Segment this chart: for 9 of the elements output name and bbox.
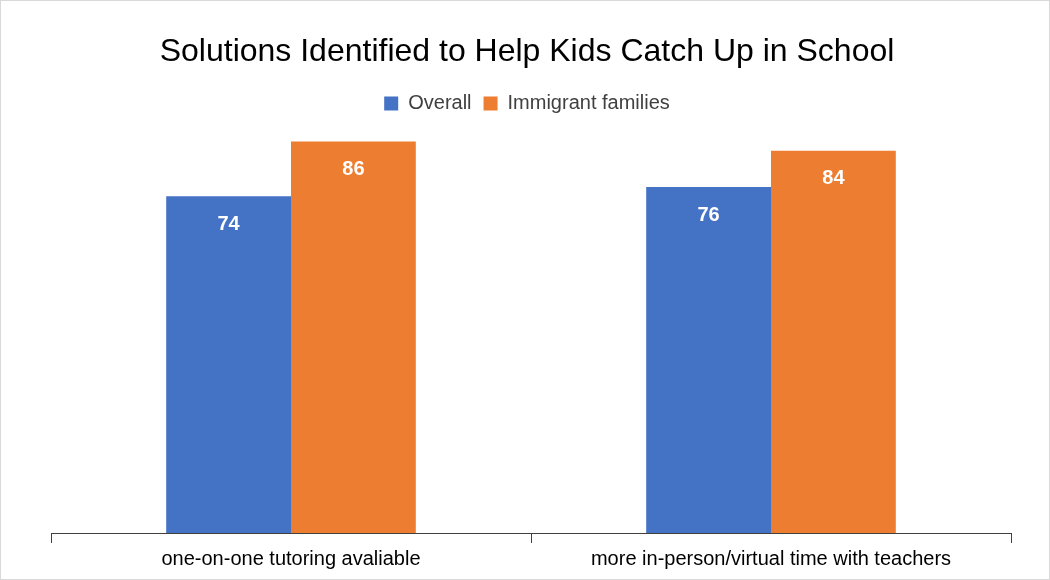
x-tick-label: one-on-one tutoring avaliable (161, 546, 421, 569)
x-tick-label: more in-person/virtual time with teachers (590, 546, 952, 569)
data-label: 86 (342, 157, 365, 180)
legend-label: Immigrant families (507, 90, 670, 113)
chart-title: Solutions Identified to Help Kids Catch Up in School (159, 32, 895, 69)
data-label: 84 (822, 166, 846, 189)
data-label: 76 (697, 202, 720, 225)
data-label: 74 (217, 211, 241, 234)
legend-label: Overall (408, 90, 472, 113)
